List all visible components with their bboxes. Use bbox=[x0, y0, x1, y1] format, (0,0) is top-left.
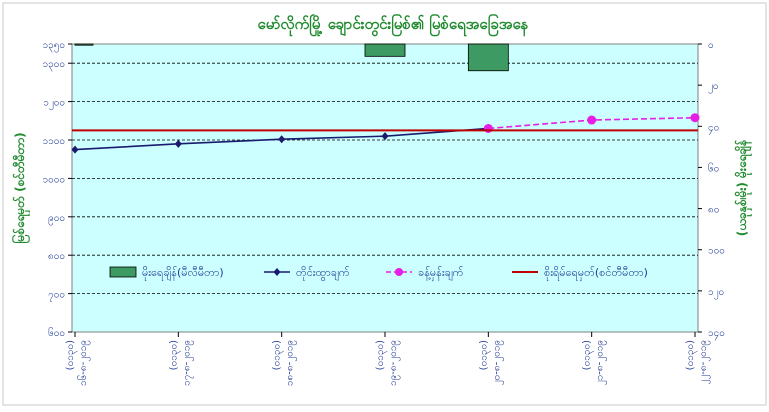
y-right-tick-label: ၀ bbox=[708, 40, 714, 51]
y-axis-label-left: မြစ်ရေမှတ် (စင်တီမီတာ) bbox=[10, 132, 31, 243]
y-left-tick-label: ၆၀၀ bbox=[48, 326, 65, 339]
plot-area bbox=[71, 43, 699, 333]
y-left-tick-label: ၉၀၀ bbox=[48, 213, 65, 226]
axes: ၆၀၀ ၇၀၀ ၈၀၀ ၉၀၀ ၁၀၀၀ ၁၁၀၀ ၁၂၀၀ ၁၃၀၀ ၁၃၅၀ ၀၂၀၄၀၆၀၈… bbox=[43, 40, 725, 386]
x-tick-label: ၂၁-၈-၂၀၁၉(၀၁၃၀) bbox=[582, 340, 608, 385]
y-left-tick-label: ၁၀၀၀ bbox=[43, 174, 66, 185]
svg-text:၂၀-၈-၂၀၁၉: ၂၀-၈-၂၀၁၉ bbox=[491, 340, 504, 385]
svg-text:(၀၁၃၀): (၀၁၃၀) bbox=[375, 340, 388, 370]
observed-point bbox=[174, 139, 182, 148]
legend-label: တိုင်းထွာချက် bbox=[296, 266, 350, 281]
forecast-point bbox=[483, 123, 493, 133]
x-tick-label: ၁၇-၈-၂၀၁၉(၀၁၃၀) bbox=[168, 340, 194, 386]
legend-swatch bbox=[109, 266, 137, 278]
y-axis-label-right: (ယခုနှစ်၊မိုး) မိုးရေချိန် bbox=[733, 139, 753, 236]
lines bbox=[71, 113, 700, 154]
x-tick-label: ၂၀-၈-၂၀၁၉(၀၁၃၀) bbox=[478, 340, 504, 385]
svg-text:၁၇-၈-၂၀၁၉: ၁၇-၈-၂၀၁၉ bbox=[181, 340, 194, 386]
svg-text:(၀၁၃၀): (၀၁၃၀) bbox=[272, 340, 285, 370]
legend-label: ခန့်မှန်းချက် bbox=[418, 266, 464, 281]
y-right-tick-label: ၁၄၀ bbox=[708, 328, 725, 341]
observed-point bbox=[381, 132, 389, 141]
legend-item: မိုးရေချိန်(မီလီမီတာ) bbox=[109, 266, 224, 281]
y-left-tick-label: ၁၂၀၀ bbox=[43, 98, 65, 111]
chart-frame bbox=[2, 2, 767, 406]
y-right-tick-label: ၆၀ bbox=[708, 161, 719, 174]
y-left-tick-label: ၁၃၀၀ bbox=[43, 59, 66, 72]
x-tick-label: ၂၂-၈-၂၀၁၉(၀၁၃၀) bbox=[685, 340, 711, 385]
legend-item: တိုင်းထွာချက် bbox=[264, 266, 350, 281]
observed-point bbox=[71, 145, 79, 154]
svg-text:(၀၁၃၀): (၀၁၃၀) bbox=[478, 340, 491, 370]
forecast-point bbox=[587, 115, 597, 125]
svg-text:(၀၁၃၀): (၀၁၃၀) bbox=[685, 340, 698, 370]
y-right-tick-label: ၁၂၀ bbox=[708, 287, 724, 300]
y-right-tick-label: ၈၀ bbox=[708, 205, 719, 216]
rain-bar bbox=[467, 43, 509, 72]
svg-text:၂၂-၈-၂၀၁၉: ၂၂-၈-၂၀၁၉ bbox=[698, 340, 711, 385]
legend-label: စိုးရိမ်ရေမှတ်(စင်တီမီတာ) bbox=[544, 266, 648, 281]
legend-item: ခန့်မှန်းချက် bbox=[386, 266, 464, 281]
y-left-tick-label: ၁၃၅၀ bbox=[43, 40, 66, 53]
svg-text:(၀၁၃၀): (၀၁၃၀) bbox=[582, 340, 595, 370]
x-tick-label: ၁၈-၈-၂၀၁၉(၀၁၃၀) bbox=[272, 340, 298, 386]
bars bbox=[74, 43, 509, 72]
observed-point bbox=[278, 135, 286, 144]
rain-bar bbox=[74, 43, 94, 46]
svg-text:၁၉-၈-၂၀၁၉: ၁၉-၈-၂၀၁၉ bbox=[388, 340, 401, 386]
x-tick-label: ၁၆-၈-၂၀၁၉(၀၁၃၀) bbox=[65, 340, 91, 386]
svg-text:၂၁-၈-၂၀၁၉: ၂၁-၈-၂၀၁၉ bbox=[595, 340, 608, 385]
svg-text:၁၆-၈-၂၀၁၉: ၁၆-၈-၂၀၁၉ bbox=[76, 340, 91, 386]
legend: မိုးရေချိန်(မီလီမီတာ) တိုင်းထွာချက် ခန့်မှ… bbox=[109, 266, 648, 281]
legend-item: စိုးရိမ်ရေမှတ်(စင်တီမီတာ) bbox=[512, 266, 648, 281]
y-left-tick-label: ၈၀၀ bbox=[48, 251, 65, 262]
svg-text:(၀၁၃၀): (၀၁၃၀) bbox=[65, 340, 78, 370]
y-right-tick-label: ၄၀ bbox=[708, 122, 719, 135]
y-left-tick-label: ၁၁၀၀ bbox=[43, 136, 66, 147]
y-left-tick-label: ၇၀၀ bbox=[48, 290, 65, 303]
y-right-tick-label: ၂၀ bbox=[708, 81, 719, 94]
x-tick-label: ၁၉-၈-၂၀၁၉(၀၁၃၀) bbox=[375, 340, 401, 386]
svg-text:(၀၁၃၀): (၀၁၃၀) bbox=[168, 340, 181, 370]
rain-bar bbox=[364, 43, 406, 57]
y-right-tick-label: ၁၀၀ bbox=[708, 246, 725, 257]
svg-text:၁၈-၈-၂၀၁၉: ၁၈-၈-၂၀၁၉ bbox=[285, 340, 298, 386]
legend-label: မိုးရေချိန်(မီလီမီတာ) bbox=[142, 266, 224, 281]
forecast-point bbox=[690, 113, 700, 123]
